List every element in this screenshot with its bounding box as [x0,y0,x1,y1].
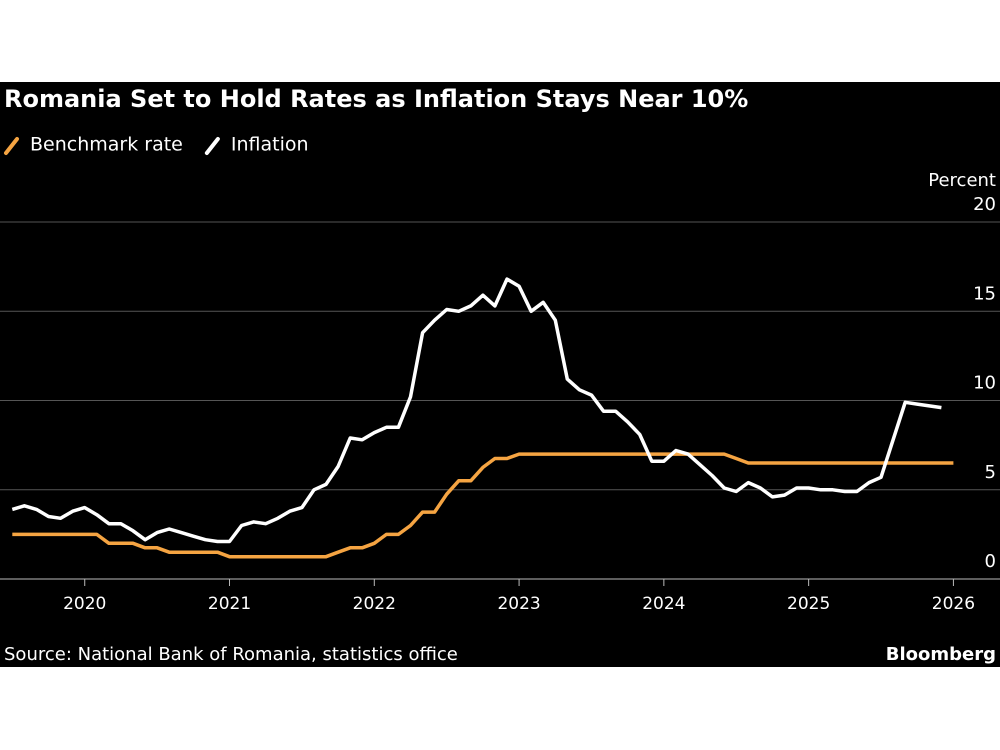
y-tick-label: 5 [985,462,996,483]
y-tick-label: 20 [973,194,996,215]
x-tick-label: 2023 [497,594,540,614]
y-tick-label: 0 [985,551,996,572]
x-tick-label: 2026 [932,594,975,614]
x-tick-label: 2024 [642,594,685,614]
legend-swatch [204,137,220,155]
source: Source: National Bank of Romania, statis… [4,644,458,665]
series-line [12,452,954,559]
chart-title: Romania Set to Hold Rates as Inflation S… [4,85,748,113]
y-tick-label: 15 [973,283,996,304]
legend-label: Benchmark rate [30,134,183,156]
x-tick-label: 2025 [787,594,830,614]
y-axis-label: Percent [928,170,996,191]
chart-background [0,82,1000,667]
y-tick-label: 10 [973,373,996,394]
legend-label: Inflation [231,134,309,156]
x-tick-label: 2022 [353,594,396,614]
x-tick-label: 2020 [63,594,106,614]
legend-swatch [4,137,19,155]
x-tick-label: 2021 [208,594,251,614]
series-line [11,277,942,544]
brand: Bloomberg [886,644,996,665]
